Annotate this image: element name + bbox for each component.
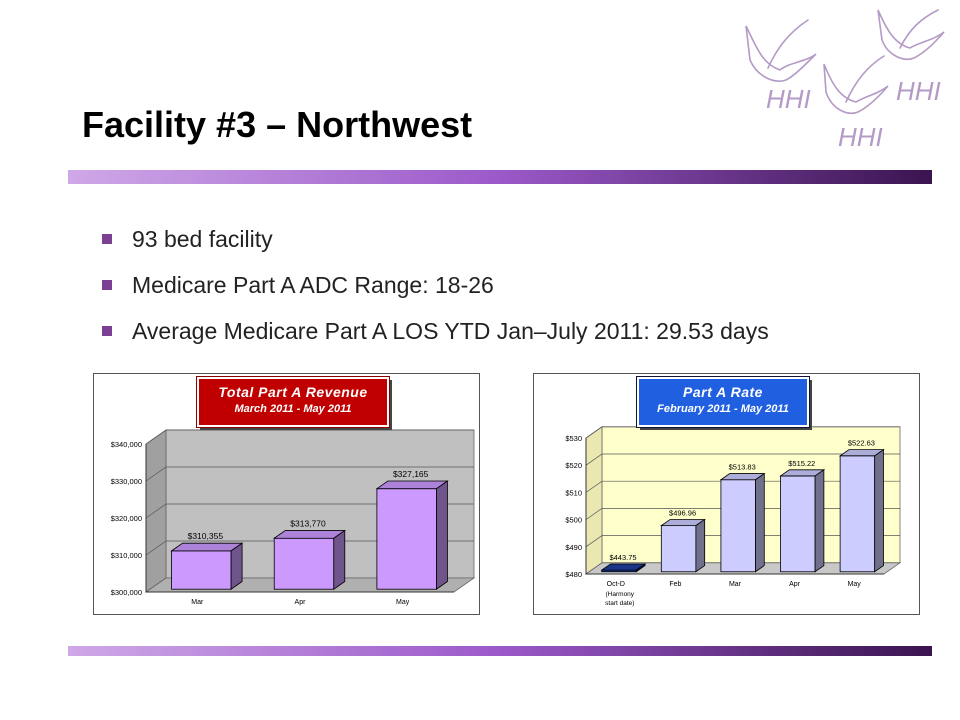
bullet-square-icon bbox=[102, 234, 112, 244]
hhi-dove-logo: HHI HHI HHI bbox=[745, 9, 945, 152]
logo-text-1: HHI bbox=[766, 84, 811, 114]
rate-chart-plot: $480 $490 $500 $510 $520 $530 $443.75 Oct-D $496… bbox=[565, 426, 902, 607]
revenue-chart-bar bbox=[273, 537, 335, 590]
bullet-item: 93 bed facility bbox=[102, 220, 769, 266]
rate-chart-data-label: $496.96 bbox=[669, 508, 696, 517]
revenue-chart-bar-side bbox=[230, 542, 243, 590]
rate-chart-bar-side bbox=[755, 472, 765, 573]
bullet-text: Average Medicare Part A LOS YTD Jan–July… bbox=[132, 318, 769, 344]
slide-title: Facility #3 – Northwest bbox=[82, 104, 473, 145]
rate-chart-bar bbox=[660, 525, 697, 573]
revenue-chart: $300,000 $310,000 $320,000 $330,000 $340,000… bbox=[93, 373, 480, 615]
footer-divider bbox=[68, 646, 932, 656]
revenue-chart-x-tick-label: May bbox=[396, 599, 410, 606]
rate-chart-bar bbox=[720, 479, 756, 573]
rate-chart-y-tick-label: $500 bbox=[565, 516, 582, 525]
bullet-text: Medicare Part A ADC Range: 18-26 bbox=[132, 272, 494, 298]
rate-chart-x-tick-label: Feb bbox=[669, 581, 681, 588]
rate-chart-bar-side bbox=[814, 469, 825, 573]
rate-chart-x-tick-label: Mar bbox=[729, 581, 742, 588]
rate-chart-y-tick-label: $490 bbox=[565, 543, 582, 552]
revenue-chart-bar-top bbox=[272, 530, 347, 539]
revenue-chart-data-label: $310,355 bbox=[188, 531, 224, 541]
rate-chart-y-tick-label: $520 bbox=[565, 461, 582, 470]
bullet-text: 93 bed facility bbox=[132, 226, 273, 252]
revenue-chart-y-tick-label: $340,000 bbox=[111, 440, 142, 449]
revenue-chart-y-tick-label: $310,000 bbox=[111, 551, 142, 560]
rate-chart-bar-side bbox=[874, 448, 884, 573]
rate-chart-bar bbox=[839, 455, 876, 573]
rate-chart-x-tick-label: Oct-D bbox=[607, 581, 625, 588]
revenue-chart-title: Total Part A Revenue bbox=[218, 384, 368, 400]
revenue-chart-y-tick-label: $330,000 bbox=[111, 477, 142, 486]
rate-chart-data-label: $513.83 bbox=[729, 463, 756, 472]
revenue-chart-gridline bbox=[145, 503, 474, 519]
rate-chart-side-wall bbox=[585, 426, 603, 575]
revenue-chart-bar bbox=[376, 488, 437, 590]
rate-chart-y-tick-label: $480 bbox=[565, 570, 582, 579]
revenue-chart-y-tick-label: $300,000 bbox=[111, 588, 142, 597]
logo-text-3: HHI bbox=[896, 76, 941, 106]
revenue-chart-gridline bbox=[145, 540, 474, 556]
revenue-chart-gridline bbox=[145, 466, 474, 482]
rate-chart-category-note: (Harmony bbox=[606, 591, 635, 598]
revenue-chart-bar-top bbox=[170, 542, 244, 552]
revenue-chart-title-box: Total Part A Revenue March 2011 - May 20… bbox=[196, 376, 390, 428]
rate-chart-bar-side bbox=[695, 518, 706, 573]
rate-chart-title: Part A Rate bbox=[683, 384, 763, 400]
bullet-square-icon bbox=[102, 326, 112, 336]
rate-chart-x-tick-label: Apr bbox=[789, 581, 801, 588]
revenue-chart-bar-top bbox=[375, 480, 449, 490]
rate-chart-category-note: start date) bbox=[605, 600, 634, 607]
revenue-chart-x-tick-label: Apr bbox=[295, 599, 307, 606]
bullet-item: Medicare Part A ADC Range: 18-26 bbox=[102, 266, 769, 312]
revenue-chart-subtitle: March 2011 - May 2011 bbox=[234, 403, 352, 415]
title-divider bbox=[68, 170, 932, 184]
revenue-chart-plot: $300,000 $310,000 $320,000 $330,000 $340,000… bbox=[111, 429, 476, 606]
revenue-chart-bar bbox=[171, 550, 232, 590]
revenue-chart-y-tick-label: $320,000 bbox=[111, 514, 142, 523]
rate-chart: $480 $490 $500 $510 $520 $530 $443.75 Oct-D $496… bbox=[533, 373, 920, 615]
rate-chart-title-box: Part A Rate February 2011 - May 2011 bbox=[636, 376, 810, 428]
rate-chart-y-tick-label: $530 bbox=[565, 434, 582, 443]
logo-text-2: HHI bbox=[838, 122, 883, 152]
rate-chart-x-tick-label: May bbox=[848, 581, 862, 588]
bullet-square-icon bbox=[102, 280, 112, 290]
rate-chart-bar bbox=[780, 475, 816, 573]
revenue-chart-data-label: $313,770 bbox=[290, 519, 326, 529]
revenue-chart-bar-side bbox=[436, 480, 448, 590]
bullet-list: 93 bed facility Medicare Part A ADC Rang… bbox=[102, 220, 769, 358]
rate-chart-data-label: $515.22 bbox=[788, 459, 815, 468]
revenue-chart-x-tick-label: Mar bbox=[191, 599, 204, 606]
rate-chart-y-tick-label: $510 bbox=[565, 488, 582, 497]
rate-chart-data-label: $443.75 bbox=[609, 553, 636, 562]
revenue-chart-gridline bbox=[145, 429, 474, 445]
rate-chart-bar-side bbox=[635, 563, 646, 573]
rate-chart-gridline bbox=[585, 453, 900, 466]
bullet-item: Average Medicare Part A LOS YTD Jan–July… bbox=[102, 312, 769, 358]
revenue-chart-data-label: $327,165 bbox=[393, 469, 429, 479]
revenue-chart-bar-side bbox=[333, 529, 346, 590]
rate-chart-subtitle: February 2011 - May 2011 bbox=[657, 403, 789, 415]
rate-chart-data-label: $522.63 bbox=[848, 439, 875, 448]
